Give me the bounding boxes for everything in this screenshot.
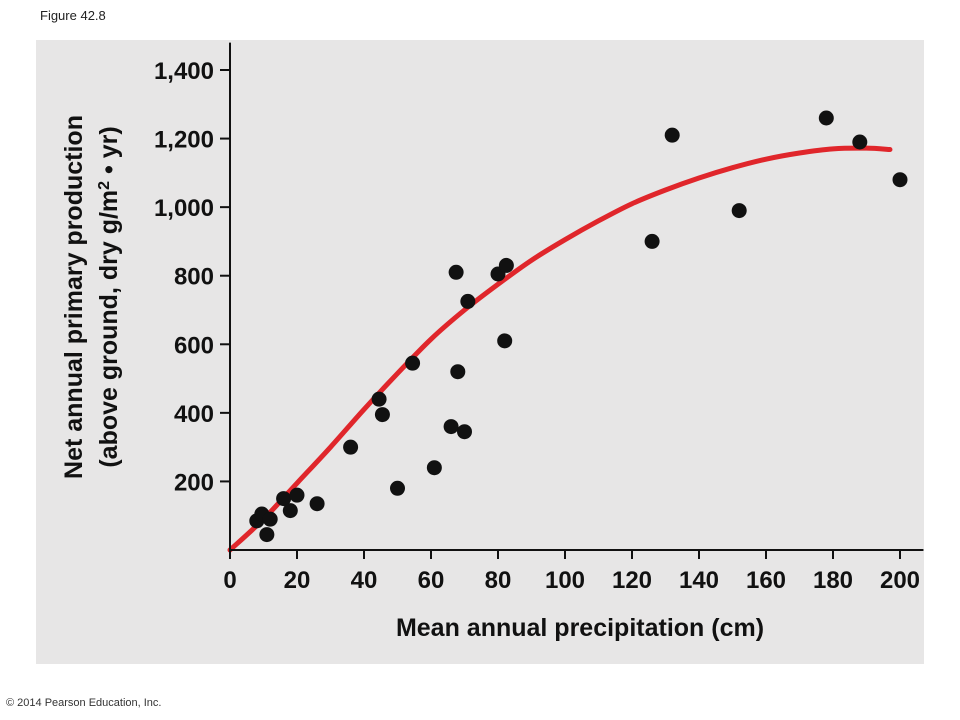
y-axis-title-line2-superscript: 2 bbox=[96, 181, 113, 190]
data-point bbox=[448, 264, 464, 280]
data-point bbox=[405, 355, 421, 371]
tick-labels-layer: 0 20 40 60 80 100 120 140 160 180 200 200 400 600 800 1… bbox=[154, 58, 920, 594]
data-point bbox=[450, 364, 466, 380]
x-tick-label: 80 bbox=[485, 567, 512, 594]
y-tick-label: 200 bbox=[174, 469, 214, 496]
data-point bbox=[390, 480, 405, 496]
x-tick-label: 160 bbox=[746, 567, 786, 594]
data-point bbox=[343, 439, 359, 455]
data-point bbox=[497, 333, 513, 349]
y-axis-title-line1: Net annual primary production bbox=[60, 115, 88, 479]
data-point bbox=[731, 203, 747, 219]
x-tick-label: 180 bbox=[813, 567, 853, 594]
y-axis-title-line2-suffix: • yr) bbox=[95, 126, 123, 181]
trend-curve bbox=[227, 145, 893, 553]
data-point bbox=[852, 134, 868, 150]
data-point bbox=[289, 487, 305, 503]
data-point bbox=[644, 233, 660, 249]
y-axis-title-line2: (above ground, dry g/m2 • yr) bbox=[95, 126, 123, 467]
data-point bbox=[309, 496, 325, 512]
y-tick-label: 400 bbox=[174, 401, 214, 428]
copyright-notice: © 2014 Pearson Education, Inc. bbox=[6, 697, 162, 709]
x-axis-title: Mean annual precipitation (cm) bbox=[396, 614, 764, 642]
y-axis-title-line2-prefix: (above ground, dry g/m bbox=[95, 190, 123, 468]
data-point bbox=[818, 110, 834, 126]
x-tick-label: 20 bbox=[284, 567, 311, 594]
axes-layer bbox=[220, 42, 924, 559]
x-tick-label: 100 bbox=[545, 567, 585, 594]
x-tick-label: 40 bbox=[351, 567, 378, 594]
data-points-layer bbox=[249, 110, 908, 543]
y-tick-label: 1,000 bbox=[154, 195, 214, 222]
data-point bbox=[259, 527, 275, 543]
trend-curve-layer bbox=[227, 145, 893, 553]
data-point bbox=[664, 127, 680, 143]
data-point bbox=[282, 503, 298, 519]
x-tick-label: 200 bbox=[880, 567, 920, 594]
y-tick-label: 1,400 bbox=[154, 58, 214, 85]
x-tick-label: 0 bbox=[223, 567, 236, 594]
y-tick-label: 1,200 bbox=[154, 127, 214, 154]
x-tick-label: 140 bbox=[679, 567, 719, 594]
data-point bbox=[426, 460, 442, 476]
data-point bbox=[498, 257, 514, 273]
data-point bbox=[460, 293, 476, 309]
data-point bbox=[443, 419, 459, 435]
data-point bbox=[371, 391, 387, 407]
y-tick-label: 800 bbox=[174, 264, 214, 291]
data-point bbox=[892, 172, 908, 188]
data-point bbox=[276, 491, 292, 507]
chart-panel bbox=[36, 40, 924, 664]
y-tick-label: 600 bbox=[174, 332, 214, 359]
data-point bbox=[374, 407, 390, 423]
figure-label: Figure 42.8 bbox=[40, 8, 106, 23]
data-point bbox=[457, 424, 472, 440]
x-tick-label: 120 bbox=[612, 567, 652, 594]
data-point bbox=[262, 511, 278, 527]
x-tick-label: 60 bbox=[418, 567, 445, 594]
